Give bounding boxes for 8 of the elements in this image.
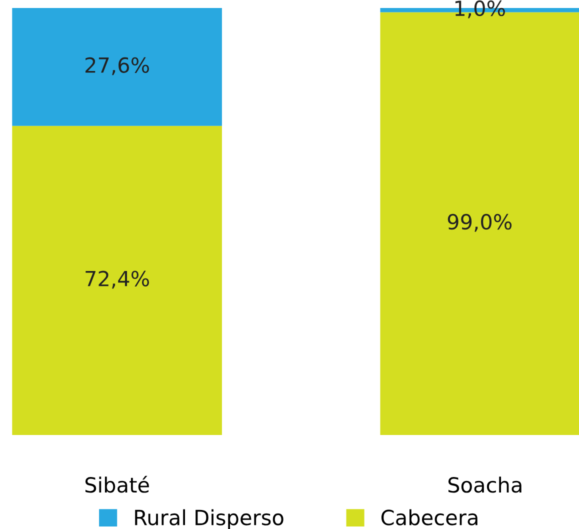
data-label: 72,4% <box>86 270 149 289</box>
x-tick-label: Sibaté <box>85 476 149 493</box>
legend-label: Rural Disperso <box>135 509 284 529</box>
legend-label: Cabecera <box>381 509 478 526</box>
data-label: 27,6% <box>85 57 149 76</box>
x-tick-label: Soacha <box>448 476 522 493</box>
data-label: 1,0% <box>455 0 505 18</box>
data-label: 99,0% <box>448 214 512 232</box>
